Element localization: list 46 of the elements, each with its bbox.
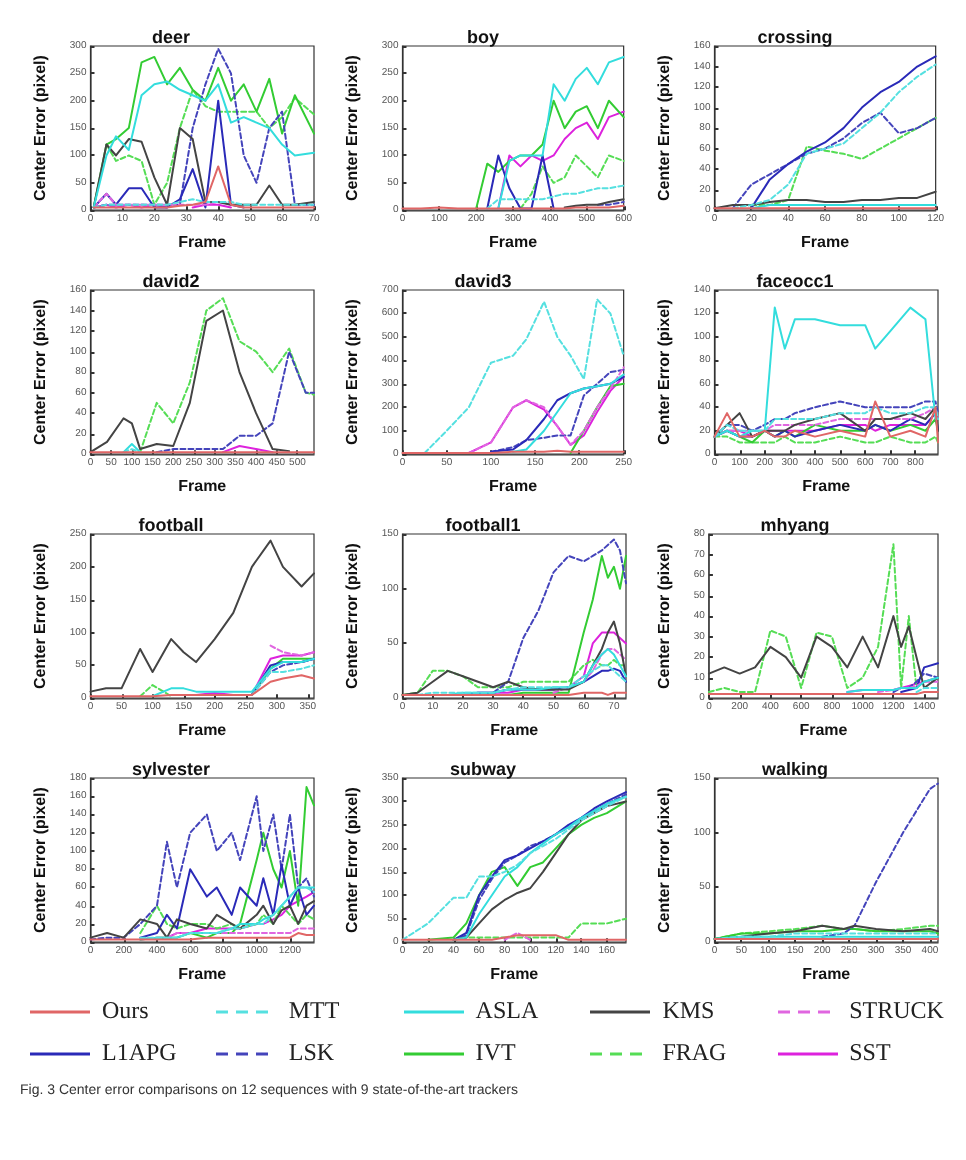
- chart-title: boy: [466, 27, 500, 47]
- y-axis-title: Center Error (pixel): [31, 786, 49, 934]
- x-axis-title: Frame: [489, 233, 539, 251]
- legend-label: SST: [849, 1038, 891, 1068]
- x-axis-title: Frame: [799, 721, 849, 739]
- x-axis-title: Frame: [178, 233, 228, 251]
- y-axis-title: Center Error (pixel): [343, 54, 361, 202]
- x-axis-title: Frame: [490, 965, 540, 983]
- y-axis-title: Center Error (pixel): [655, 298, 673, 446]
- legend-label: STRUCK: [849, 996, 944, 1026]
- y-axis-title: Center Error (pixel): [31, 542, 49, 690]
- x-axis-title: Frame: [178, 965, 228, 983]
- chart-title: crossing: [757, 27, 833, 47]
- legend-label: ASLA: [475, 996, 539, 1026]
- y-axis-title: Center Error (pixel): [31, 54, 49, 202]
- chart-title: walking: [759, 759, 829, 779]
- x-axis-title: Frame: [178, 477, 228, 495]
- chart-title: subway: [449, 759, 517, 779]
- legend-label: KMS: [662, 996, 715, 1026]
- chart-title: david2: [142, 271, 200, 291]
- chart-title: faceocc1: [756, 271, 834, 291]
- chart-title: deer: [151, 27, 191, 47]
- x-axis-title: Frame: [178, 721, 228, 739]
- x-axis-title: Frame: [802, 965, 852, 983]
- x-axis-title: Frame: [801, 233, 851, 251]
- legend-label: LSK: [288, 1038, 335, 1068]
- legend-label: FRAG: [662, 1038, 727, 1068]
- chart-title: mhyang: [760, 515, 830, 535]
- x-axis-title: Frame: [490, 721, 540, 739]
- chart-title: david3: [454, 271, 512, 291]
- chart-title: football: [138, 515, 204, 535]
- legend-label: Ours: [102, 996, 149, 1026]
- y-axis-title: Center Error (pixel): [343, 298, 361, 446]
- legend-label: IVT: [475, 1038, 516, 1068]
- y-axis-title: Center Error (pixel): [655, 786, 673, 934]
- chart-title: sylvester: [131, 759, 212, 779]
- y-axis-title: Center Error (pixel): [343, 542, 361, 690]
- y-axis-title: Center Error (pixel): [655, 542, 673, 690]
- y-axis-title: Center Error (pixel): [31, 298, 49, 446]
- x-axis-title: Frame: [802, 477, 852, 495]
- x-axis-title: Frame: [489, 477, 539, 495]
- y-axis-title: Center Error (pixel): [343, 786, 361, 934]
- legend-label: MTT: [288, 996, 340, 1026]
- legend-label: L1APG: [102, 1038, 177, 1068]
- chart-title: football1: [445, 515, 521, 535]
- y-axis-title: Center Error (pixel): [655, 54, 673, 202]
